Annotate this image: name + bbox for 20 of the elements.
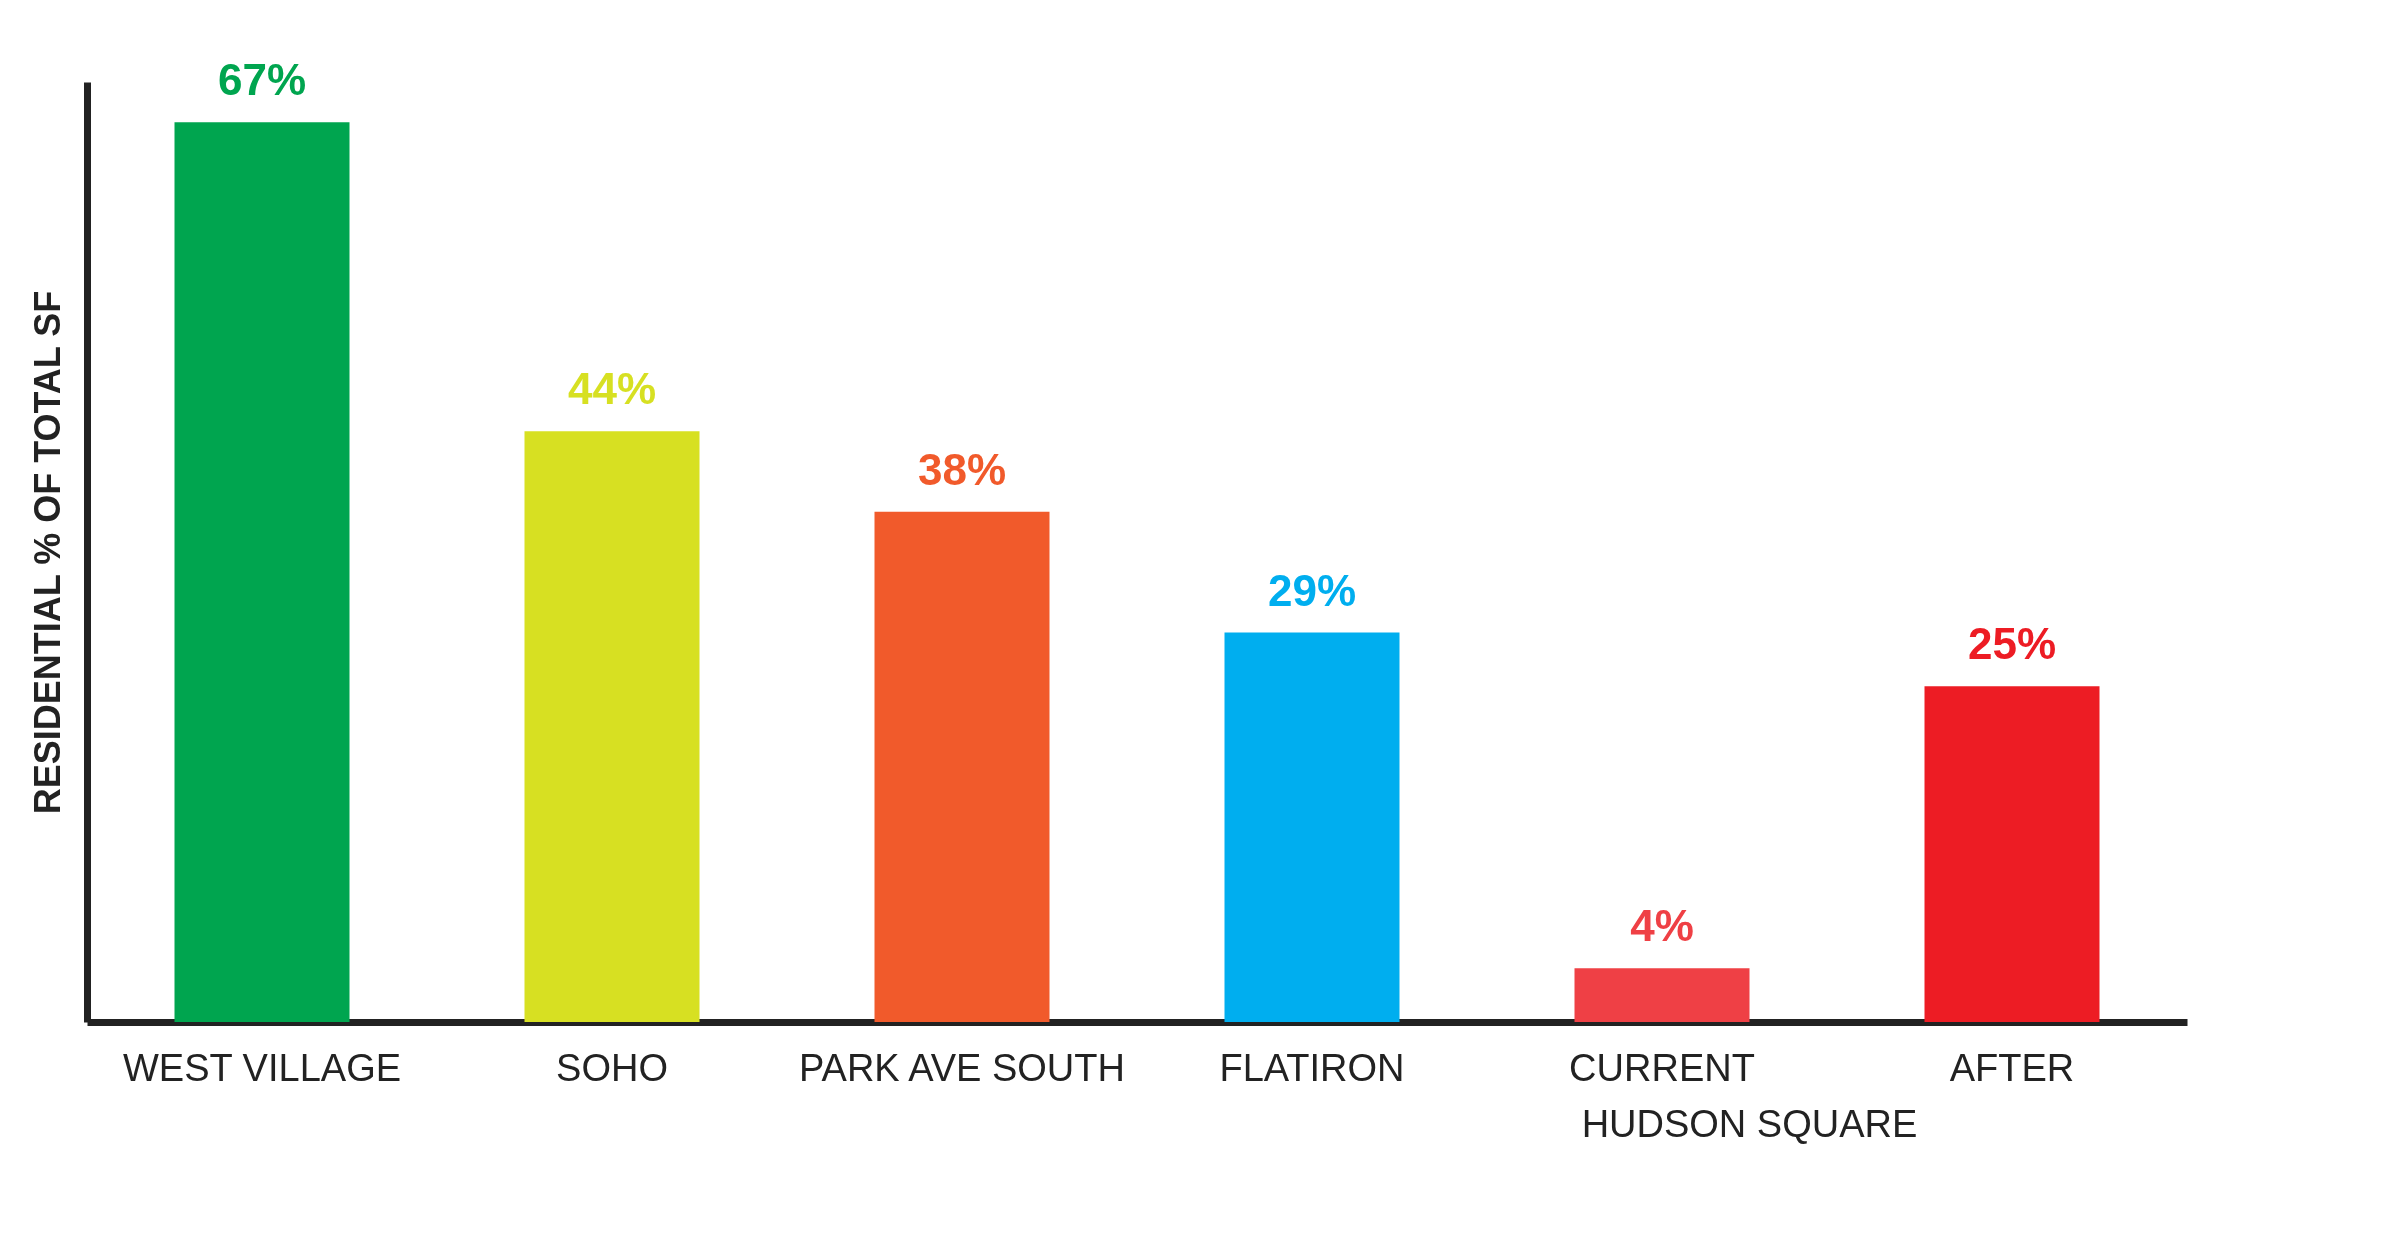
bar: [1224, 632, 1400, 1022]
data-label: 29%: [1267, 565, 1357, 615]
data-label: 44%: [567, 364, 657, 414]
x-tick-label: PARK AVE SOUTH: [799, 1046, 1125, 1089]
x-tick-label: CURRENT: [1569, 1046, 1755, 1089]
bar: [524, 431, 700, 1022]
data-label: 67%: [217, 55, 307, 105]
bar: [1924, 686, 2100, 1022]
bar: [174, 122, 350, 1022]
bar: [874, 511, 1050, 1022]
bar: [1574, 968, 1750, 1022]
x-tick-label: WEST VILLAGE: [122, 1046, 402, 1089]
x-tick-label: FLATIRON: [1219, 1046, 1405, 1089]
data-label: 25%: [1967, 619, 2057, 669]
x-tick-label: SOHO: [556, 1046, 668, 1089]
x-tick-label: AFTER: [1949, 1046, 2075, 1089]
data-label: 4%: [1630, 901, 1694, 951]
data-label: 38%: [917, 444, 1007, 494]
text: HUDSON SQUARE: [1581, 1103, 1918, 1145]
y-axis-title: RESIDENTIAL % OF TOTAL SF: [26, 290, 68, 815]
